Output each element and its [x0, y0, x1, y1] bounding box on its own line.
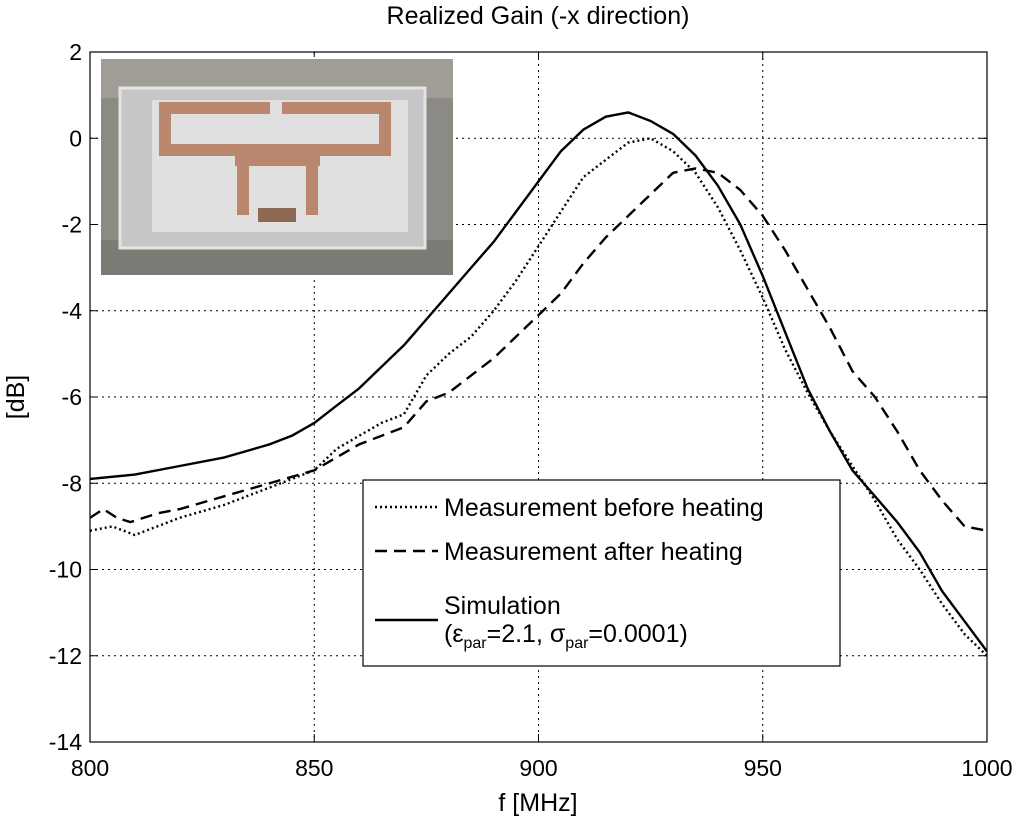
x-tick-label: 850 — [295, 755, 333, 781]
x-tick-label: 800 — [71, 755, 109, 781]
series-line-dashed — [89, 167, 988, 532]
y-tick-label: 0 — [69, 125, 82, 151]
legend-label-simulation: Simulation — [444, 592, 561, 620]
legend-box — [362, 479, 841, 667]
y-tick-label: -12 — [49, 643, 82, 669]
x-tick-label: 900 — [519, 755, 557, 781]
y-tick-label: 2 — [69, 39, 82, 65]
y-tick-label: -2 — [62, 212, 82, 238]
y-tick-label: -6 — [62, 384, 82, 410]
x-tick-label: 1000 — [961, 755, 1012, 781]
y-tick-label: -4 — [62, 298, 83, 324]
y-tick-label: -10 — [49, 557, 82, 583]
y-tick-label: -14 — [49, 729, 82, 755]
series-layer — [89, 111, 988, 657]
axis-ticks: 800 850 900 950 1000 2 0 -2 -4 -6 -8 -10 -12 -14 — [49, 39, 1013, 781]
series-line-solid — [89, 111, 988, 653]
y-axis-label: [dB] — [2, 375, 30, 419]
antenna-photo-inset — [99, 57, 455, 277]
legend-label-after-heating: Measurement after heating — [444, 538, 743, 566]
x-axis-label: f [MHz] — [498, 789, 577, 817]
legend: Measurement before heating Measurement a… — [362, 479, 841, 667]
legend-label-before-heating: Measurement before heating — [444, 494, 764, 522]
legend-label-simulation-params: (εpar=2.1, σpar=0.0001) — [444, 620, 688, 652]
chart-title: Realized Gain (-x direction) — [387, 2, 690, 30]
x-tick-label: 950 — [744, 755, 782, 781]
y-tick-label: -8 — [62, 470, 82, 496]
